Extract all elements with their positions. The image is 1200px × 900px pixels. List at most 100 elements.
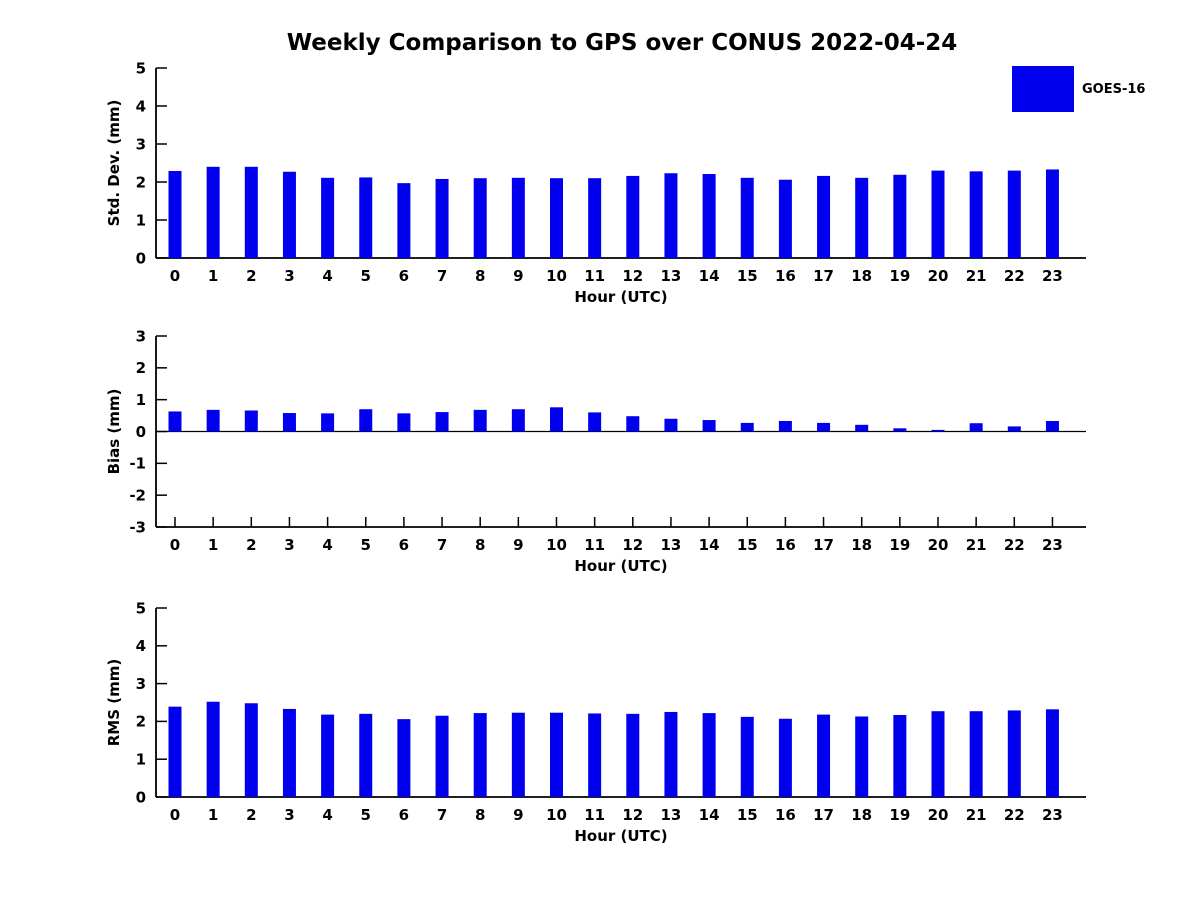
x-tick-label: 4 xyxy=(322,267,332,285)
x-tick-label: 6 xyxy=(399,806,409,824)
x-tick-label: 2 xyxy=(246,536,256,554)
x-tick-label: 10 xyxy=(546,536,567,554)
bar xyxy=(969,171,983,258)
bar xyxy=(359,177,373,258)
bar xyxy=(588,412,602,432)
x-axis-title: Hour (UTC) xyxy=(574,827,667,845)
x-tick-label: 20 xyxy=(928,536,949,554)
x-tick-label: 16 xyxy=(775,806,796,824)
bar xyxy=(1007,710,1021,797)
y-tick-label: 1 xyxy=(136,391,146,409)
x-tick-label: 17 xyxy=(813,267,834,285)
x-tick-label: 10 xyxy=(546,806,567,824)
bar xyxy=(282,708,296,797)
chart-title: Weekly Comparison to GPS over CONUS 2022… xyxy=(286,30,958,56)
bar xyxy=(702,174,716,258)
y-axis-title: RMS (mm) xyxy=(105,659,123,746)
bar xyxy=(1045,420,1059,432)
x-tick-label: 18 xyxy=(851,806,872,824)
bar xyxy=(511,712,525,797)
x-axis-title: Hour (UTC) xyxy=(574,288,667,306)
x-tick-label: 8 xyxy=(475,806,485,824)
bar xyxy=(626,713,640,797)
x-tick-label: 15 xyxy=(737,806,758,824)
bar xyxy=(969,423,983,432)
legend-label-goes16: GOES-16 xyxy=(1082,81,1146,97)
x-tick-label: 6 xyxy=(399,536,409,554)
x-tick-label: 11 xyxy=(584,267,605,285)
bar xyxy=(931,170,945,258)
bar xyxy=(359,409,373,432)
bar xyxy=(511,177,525,258)
bar xyxy=(397,719,411,797)
bar xyxy=(969,711,983,797)
bar xyxy=(626,416,640,432)
bar xyxy=(931,429,945,432)
x-tick-label: 22 xyxy=(1004,806,1025,824)
y-tick-label: 5 xyxy=(136,599,146,617)
bar xyxy=(550,178,563,258)
x-tick-label: 14 xyxy=(699,267,720,285)
bar xyxy=(244,410,258,432)
bar xyxy=(588,178,602,258)
y-tick-label: 0 xyxy=(136,788,146,806)
x-tick-label: 23 xyxy=(1042,267,1063,285)
bar xyxy=(1045,709,1059,797)
bar xyxy=(435,412,449,432)
legend-swatch-goes16 xyxy=(1012,66,1074,112)
bar xyxy=(511,409,525,432)
x-tick-label: 23 xyxy=(1042,806,1063,824)
bar xyxy=(473,178,487,258)
x-tick-label: 15 xyxy=(737,536,758,554)
x-tick-label: 0 xyxy=(170,536,180,554)
y-tick-label: 5 xyxy=(136,59,146,77)
y-tick-label: 3 xyxy=(136,327,146,345)
x-tick-label: 21 xyxy=(966,806,987,824)
bar xyxy=(855,424,869,432)
bar xyxy=(397,413,411,432)
x-tick-label: 22 xyxy=(1004,267,1025,285)
x-tick-label: 18 xyxy=(851,267,872,285)
x-tick-label: 15 xyxy=(737,267,758,285)
bar xyxy=(359,713,373,797)
bar xyxy=(740,422,754,432)
y-axis-title: Std. Dev. (mm) xyxy=(105,100,123,227)
x-tick-label: 9 xyxy=(513,267,523,285)
bar xyxy=(168,706,182,797)
bar xyxy=(168,411,182,432)
x-tick-label: 7 xyxy=(437,536,447,554)
bar xyxy=(893,714,907,797)
bar xyxy=(1045,169,1059,258)
x-tick-label: 10 xyxy=(546,267,567,285)
x-tick-label: 17 xyxy=(813,806,834,824)
x-tick-label: 12 xyxy=(622,267,643,285)
bar xyxy=(435,715,449,797)
bar xyxy=(778,718,792,797)
x-tick-label: 1 xyxy=(208,806,218,824)
legend: GOES-16 xyxy=(1012,66,1145,112)
bar xyxy=(817,175,831,258)
bar xyxy=(206,166,220,258)
bar xyxy=(893,428,907,432)
bar xyxy=(244,166,258,258)
x-tick-label: 19 xyxy=(889,267,910,285)
x-tick-label: 4 xyxy=(322,536,332,554)
x-tick-label: 19 xyxy=(889,806,910,824)
x-tick-label: 12 xyxy=(622,806,643,824)
bar xyxy=(778,420,792,432)
bar xyxy=(473,409,487,432)
x-tick-label: 13 xyxy=(661,267,682,285)
x-tick-label: 0 xyxy=(170,806,180,824)
bar xyxy=(740,716,754,797)
x-tick-label: 21 xyxy=(966,536,987,554)
bar xyxy=(626,175,640,258)
bar xyxy=(855,716,869,797)
bar xyxy=(817,714,831,797)
x-tick-label: 3 xyxy=(284,536,294,554)
x-tick-label: 5 xyxy=(361,536,371,554)
y-tick-label: -3 xyxy=(129,518,146,536)
